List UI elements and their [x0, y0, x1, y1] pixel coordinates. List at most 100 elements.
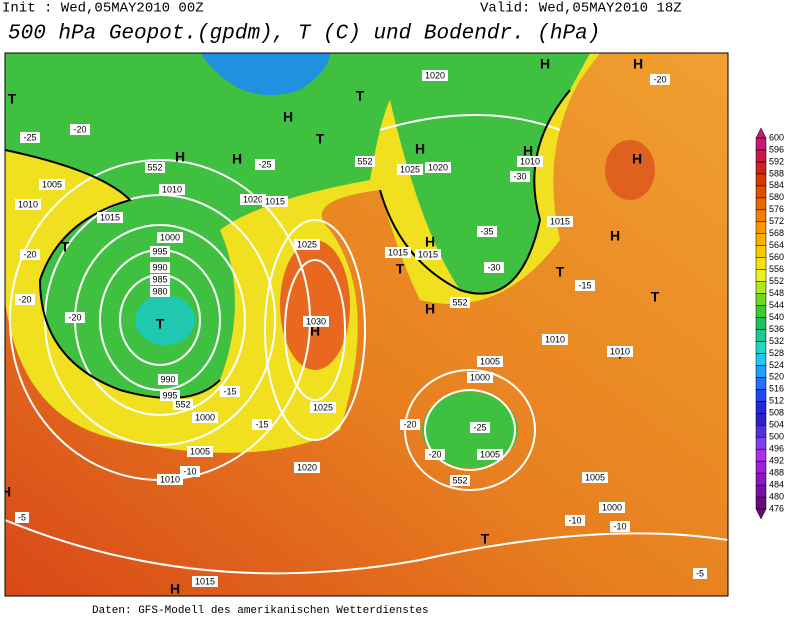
contour-label: 1005 [480, 356, 500, 366]
contour-label: -5 [696, 568, 704, 578]
contour-label: 1020 [297, 462, 317, 472]
label-box [477, 356, 503, 367]
init-time: Init : Wed,05MAY2010 00Z [2, 1, 204, 17]
colorbar-label: 596 [769, 144, 784, 154]
contour-label: 552 [175, 399, 190, 409]
label-box [65, 312, 85, 323]
label-box [422, 70, 448, 81]
label-box [547, 216, 573, 227]
colorbar-label: 564 [769, 240, 784, 250]
contour-label: 1010 [162, 184, 182, 194]
contour-label: 985 [152, 274, 167, 284]
colorbar-segment [755, 413, 767, 426]
label-box [15, 199, 41, 210]
contour-label: 552 [452, 297, 467, 307]
label-box [355, 156, 375, 167]
contour-label: -15 [255, 419, 268, 429]
contour-label: 1010 [545, 334, 565, 344]
label-box [693, 568, 707, 579]
label-box [262, 196, 288, 207]
colorbar-label: 524 [769, 360, 784, 370]
contour-label: 1015 [550, 216, 570, 226]
colorbar-segment [755, 257, 767, 270]
colorbar-label: 556 [769, 264, 784, 274]
low-marker: T [316, 131, 325, 147]
high-marker: H [170, 581, 180, 597]
label-box [310, 402, 336, 413]
contour-label: -20 [23, 249, 36, 259]
colorbar-segment [755, 149, 767, 163]
colorbar-label: 512 [769, 396, 784, 406]
colorbar-segment [755, 161, 767, 175]
colorbar-segment [755, 341, 767, 354]
contour-label: -20 [403, 419, 416, 429]
colorbar-label: 488 [769, 467, 784, 477]
colorbar-label: 548 [769, 288, 784, 298]
colorbar-segment [755, 436, 767, 450]
label-box [575, 280, 595, 291]
label-box [425, 162, 451, 173]
contour-label: 1005 [190, 446, 210, 456]
colorbar-segment [755, 401, 767, 414]
high-marker: H [175, 149, 185, 165]
colorbar-segment [755, 269, 767, 282]
high-marker: H [425, 234, 435, 250]
high-marker: H [415, 141, 425, 157]
colorbar-segment [755, 353, 767, 366]
contour-label: 1015 [265, 196, 285, 206]
colorbar-label: 476 [769, 503, 784, 513]
colorbar-segment [755, 448, 767, 462]
contour-label: 1025 [400, 164, 420, 174]
colorbar-segment [755, 173, 767, 187]
contour-label: 552 [452, 475, 467, 485]
colorbar-segment [755, 197, 767, 211]
colorbar-segment [755, 496, 767, 510]
colorbar-top-arrow [755, 127, 767, 139]
contour-label: -35 [480, 226, 493, 236]
low-marker: T [481, 531, 490, 547]
colorbar-label: 600 [769, 132, 784, 142]
colorbar-label: 576 [769, 204, 784, 214]
contour-label: 1025 [297, 239, 317, 249]
contour-label: 1020 [243, 194, 263, 204]
colorbar-label: 516 [769, 384, 784, 394]
low-marker: T [651, 289, 660, 305]
colorbar-segment [755, 389, 767, 402]
high-marker: H [1, 484, 11, 500]
low-marker: T [156, 316, 165, 332]
label-box [385, 247, 411, 258]
label-box [158, 374, 178, 385]
colorbar-label: 528 [769, 348, 784, 358]
low-marker: T [396, 261, 405, 277]
contour-label: -10 [613, 521, 626, 531]
label-box [252, 419, 272, 430]
label-box [517, 156, 543, 167]
high-marker: H [425, 301, 435, 317]
contour-label: 1000 [470, 372, 490, 382]
line-552 [5, 89, 571, 399]
colorbar-label: 520 [769, 372, 784, 382]
contour-label: 990 [152, 262, 167, 272]
contour-label: 1000 [160, 232, 180, 242]
colorbar-segment [755, 317, 767, 330]
label-box [484, 262, 504, 273]
colorbar-segment [755, 377, 767, 390]
colorbar-label: 560 [769, 252, 784, 262]
contour-label: 1020 [428, 162, 448, 172]
label-box [187, 446, 213, 457]
label-box [150, 286, 170, 297]
label-box [400, 419, 420, 430]
label-box [477, 449, 503, 460]
colorbar-segment [755, 209, 767, 223]
label-box [607, 346, 633, 357]
colorbar-label: 592 [769, 156, 784, 166]
colorbar-segment [755, 329, 767, 342]
contour-label: 1005 [585, 472, 605, 482]
label-box [510, 171, 530, 182]
low-marker: T [61, 239, 70, 255]
label-box [173, 399, 193, 410]
contour-label: -20 [73, 124, 86, 134]
label-box [565, 515, 585, 526]
label-box [599, 502, 625, 513]
